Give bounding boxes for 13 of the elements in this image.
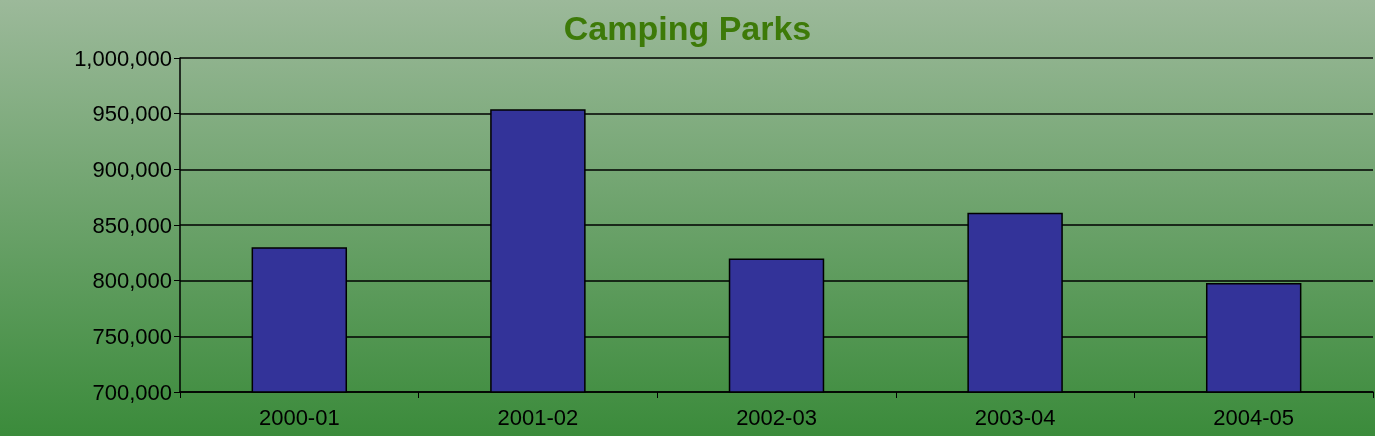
x-tick-label: 2002-03 xyxy=(736,404,817,430)
y-tick-label: 950,000 xyxy=(92,101,172,127)
x-tick-label: 2000-01 xyxy=(258,404,340,430)
y-tick-label: 1,000,000 xyxy=(74,45,172,71)
x-tick-label: 2001-02 xyxy=(497,404,579,430)
x-tick-label: 2004-05 xyxy=(1213,404,1295,430)
y-tick-label: 850,000 xyxy=(92,212,172,238)
x-tick-label: 2003-04 xyxy=(974,404,1056,430)
chart-title: Camping Parks xyxy=(563,9,812,47)
y-tick-label: 700,000 xyxy=(92,379,172,405)
y-tick-label: 750,000 xyxy=(92,323,172,349)
y-tick-label: 900,000 xyxy=(92,156,172,182)
y-tick-label: 800,000 xyxy=(92,268,172,294)
